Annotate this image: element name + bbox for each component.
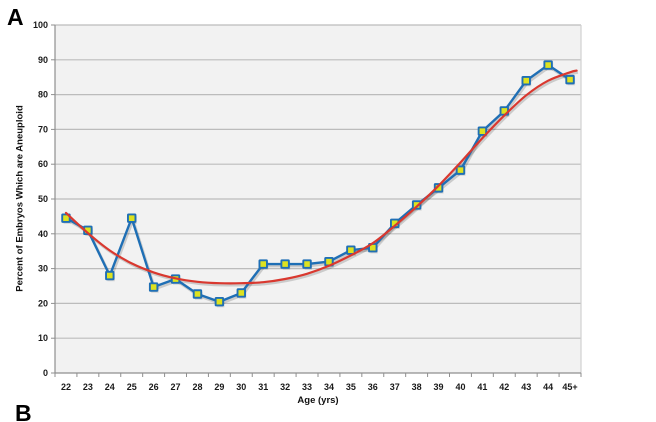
- svg-text:36: 36: [368, 382, 378, 392]
- svg-text:41: 41: [477, 382, 487, 392]
- axis-lines: [54, 25, 581, 374]
- panel-label-b: B: [15, 400, 32, 422]
- trend-line: [64, 69, 578, 285]
- svg-text:24: 24: [105, 382, 115, 392]
- svg-text:30: 30: [38, 264, 48, 274]
- svg-text:40: 40: [455, 382, 465, 392]
- svg-text:44: 44: [543, 382, 553, 392]
- observed-series-markers: [61, 60, 575, 307]
- svg-text:42: 42: [499, 382, 509, 392]
- svg-text:34: 34: [324, 382, 334, 392]
- svg-text:25: 25: [127, 382, 137, 392]
- svg-text:26: 26: [149, 382, 159, 392]
- svg-text:40: 40: [38, 229, 48, 239]
- svg-text:37: 37: [390, 382, 400, 392]
- svg-text:28: 28: [192, 382, 202, 392]
- y-axis-labels: 0 10 20 30 40 50 60 70 80 90 100: [33, 20, 48, 378]
- svg-text:70: 70: [38, 124, 48, 134]
- svg-text:90: 90: [38, 55, 48, 65]
- y-axis-ticks: [51, 24, 55, 374]
- svg-text:100: 100: [33, 20, 48, 30]
- svg-text:22: 22: [61, 382, 71, 392]
- svg-text:60: 60: [38, 159, 48, 169]
- svg-text:43: 43: [521, 382, 531, 392]
- svg-text:39: 39: [434, 382, 444, 392]
- svg-text:29: 29: [214, 382, 224, 392]
- svg-text:38: 38: [412, 382, 422, 392]
- svg-text:10: 10: [38, 333, 48, 343]
- svg-text:27: 27: [171, 382, 181, 392]
- y-axis-title: Percent of Embryos Which are Aneuploid: [14, 105, 26, 292]
- svg-text:50: 50: [38, 194, 48, 204]
- svg-text:32: 32: [280, 382, 290, 392]
- svg-text:80: 80: [38, 90, 48, 100]
- svg-text:23: 23: [83, 382, 93, 392]
- svg-text:33: 33: [302, 382, 312, 392]
- svg-text:30: 30: [236, 382, 246, 392]
- x-axis-ticks: [54, 373, 582, 377]
- svg-text:20: 20: [38, 298, 48, 308]
- x-axis-title: Age (yrs): [297, 395, 339, 406]
- x-axis-labels: 22 23 24 25 26 27 28 29 30 31 32 33 34 35 36 37 38 39 40 41…: [61, 382, 578, 392]
- svg-text:45+: 45+: [562, 382, 577, 392]
- panel-label-a: A: [7, 4, 24, 30]
- svg-text:0: 0: [43, 368, 48, 378]
- svg-text:35: 35: [346, 382, 356, 392]
- svg-text:31: 31: [258, 382, 268, 392]
